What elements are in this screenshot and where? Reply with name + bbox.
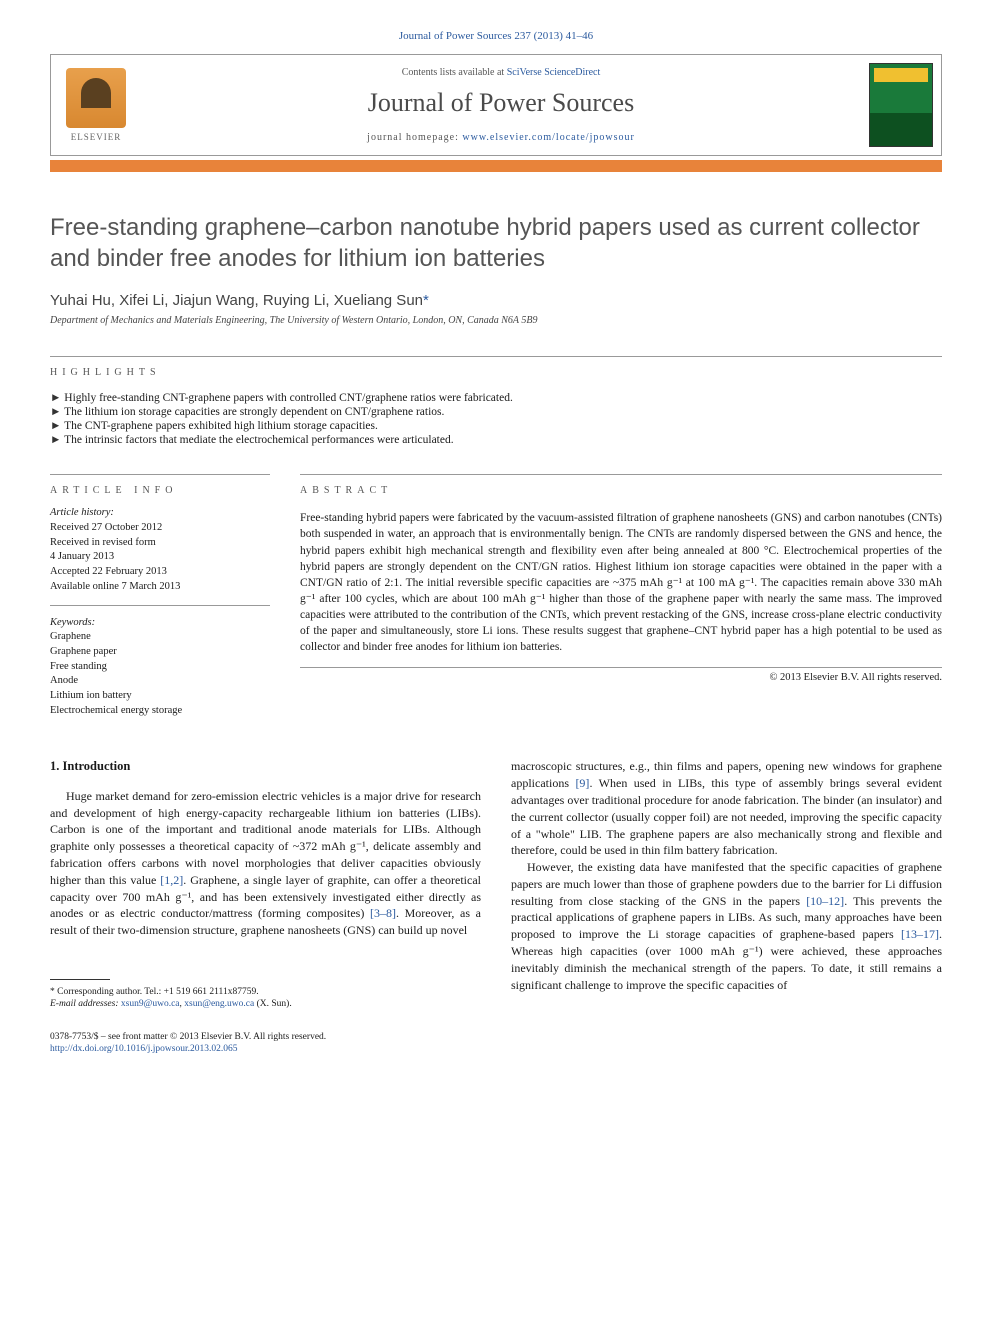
bottom-bar: 0378-7753/$ – see front matter © 2013 El… <box>50 1031 942 1056</box>
journal-header: ELSEVIER Contents lists available at Sci… <box>50 54 942 156</box>
keyword-item: Electrochemical energy storage <box>50 704 270 719</box>
elsevier-tree-icon <box>66 68 126 128</box>
email-link[interactable]: xsun9@uwo.ca <box>121 999 180 1009</box>
highlights-label: highlights <box>50 356 942 378</box>
article-info-column: article info Article history: Received 2… <box>50 474 270 718</box>
keywords-block: Keywords: Graphene Graphene paper Free s… <box>50 616 270 719</box>
history-accepted: Accepted 22 February 2013 <box>50 565 270 580</box>
article-history: Article history: Received 27 October 201… <box>50 506 270 605</box>
sciencedirect-link[interactable]: SciVerse ScienceDirect <box>507 67 601 78</box>
history-label: Article history: <box>50 506 270 521</box>
homepage-label: journal homepage: <box>367 132 462 143</box>
highlight-item: Highly free-standing CNT-graphene papers… <box>50 392 942 404</box>
email-link[interactable]: xsun@eng.uwo.ca <box>184 999 254 1009</box>
body-column-left: 1. Introduction Huge market demand for z… <box>50 758 481 1010</box>
corresponding-mark: * <box>423 292 429 309</box>
cover-thumbnail-icon <box>869 63 933 147</box>
journal-name: Journal of Power Sources <box>161 88 841 118</box>
email-tail: (X. Sun). <box>254 999 291 1009</box>
highlights-list: Highly free-standing CNT-graphene papers… <box>50 392 942 446</box>
homepage-url[interactable]: www.elsevier.com/locate/jpowsour <box>462 132 634 143</box>
intro-paragraph: Huge market demand for zero-emission ele… <box>50 788 481 939</box>
body-column-right: macroscopic structures, e.g., thin films… <box>511 758 942 1010</box>
history-online: Available online 7 March 2013 <box>50 580 270 595</box>
authors-line: Yuhai Hu, Xifei Li, Jiajun Wang, Ruying … <box>50 292 942 309</box>
contents-text: Contents lists available at <box>402 67 507 78</box>
corresponding-author-note: * Corresponding author. Tel.: +1 519 661… <box>50 986 481 998</box>
doi-link[interactable]: http://dx.doi.org/10.1016/j.jpowsour.201… <box>50 1044 237 1054</box>
keywords-label: Keywords: <box>50 616 270 631</box>
footnote-separator <box>50 979 110 980</box>
citation-link[interactable]: [9] <box>575 776 589 790</box>
highlight-item: The lithium ion storage capacities are s… <box>50 406 942 418</box>
copyright-line: © 2013 Elsevier B.V. All rights reserved… <box>300 672 942 683</box>
history-revised-line2: 4 January 2013 <box>50 550 270 565</box>
body-columns: 1. Introduction Huge market demand for z… <box>50 758 942 1010</box>
article-title: Free-standing graphene–carbon nanotube h… <box>50 212 942 274</box>
issn-line: 0378-7753/$ – see front matter © 2013 El… <box>50 1031 942 1043</box>
keyword-item: Lithium ion battery <box>50 689 270 704</box>
highlight-item: The CNT-graphene papers exhibited high l… <box>50 420 942 432</box>
keyword-item: Graphene <box>50 630 270 645</box>
abstract-text: Free-standing hybrid papers were fabrica… <box>300 510 942 668</box>
email-line: E-mail addresses: xsun9@uwo.ca, xsun@eng… <box>50 998 481 1010</box>
keyword-item: Free standing <box>50 660 270 675</box>
orange-divider <box>50 160 942 172</box>
body-paragraph: macroscopic structures, e.g., thin films… <box>511 758 942 859</box>
abstract-column: abstract Free-standing hybrid papers wer… <box>300 474 942 718</box>
article-info-label: article info <box>50 474 270 496</box>
introduction-heading: 1. Introduction <box>50 758 481 776</box>
top-citation: Journal of Power Sources 237 (2013) 41–4… <box>50 30 942 42</box>
affiliation: Department of Mechanics and Materials En… <box>50 315 942 326</box>
history-received: Received 27 October 2012 <box>50 521 270 536</box>
header-center: Contents lists available at SciVerse Sci… <box>141 55 861 155</box>
page-container: Journal of Power Sources 237 (2013) 41–4… <box>0 0 992 1085</box>
elsevier-logo[interactable]: ELSEVIER <box>51 55 141 155</box>
history-revised-line1: Received in revised form <box>50 536 270 551</box>
citation-link[interactable]: [13–17] <box>901 927 939 941</box>
journal-cover[interactable] <box>861 55 941 155</box>
footnote-block: * Corresponding author. Tel.: +1 519 661… <box>50 986 481 1011</box>
citation-link[interactable]: [10–12] <box>806 894 844 908</box>
abstract-label: abstract <box>300 474 942 496</box>
info-abstract-row: article info Article history: Received 2… <box>50 474 942 718</box>
email-label: E-mail addresses: <box>50 999 121 1009</box>
elsevier-label: ELSEVIER <box>71 132 122 142</box>
keyword-item: Graphene paper <box>50 645 270 660</box>
homepage-line: journal homepage: www.elsevier.com/locat… <box>161 132 841 143</box>
citation-link[interactable]: [3–8] <box>370 906 396 920</box>
highlight-item: The intrinsic factors that mediate the e… <box>50 434 942 446</box>
authors-names: Yuhai Hu, Xifei Li, Jiajun Wang, Ruying … <box>50 292 423 309</box>
body-paragraph: However, the existing data have manifest… <box>511 859 942 993</box>
contents-available-line: Contents lists available at SciVerse Sci… <box>161 67 841 78</box>
keyword-item: Anode <box>50 674 270 689</box>
citation-link[interactable]: [1,2] <box>160 873 183 887</box>
